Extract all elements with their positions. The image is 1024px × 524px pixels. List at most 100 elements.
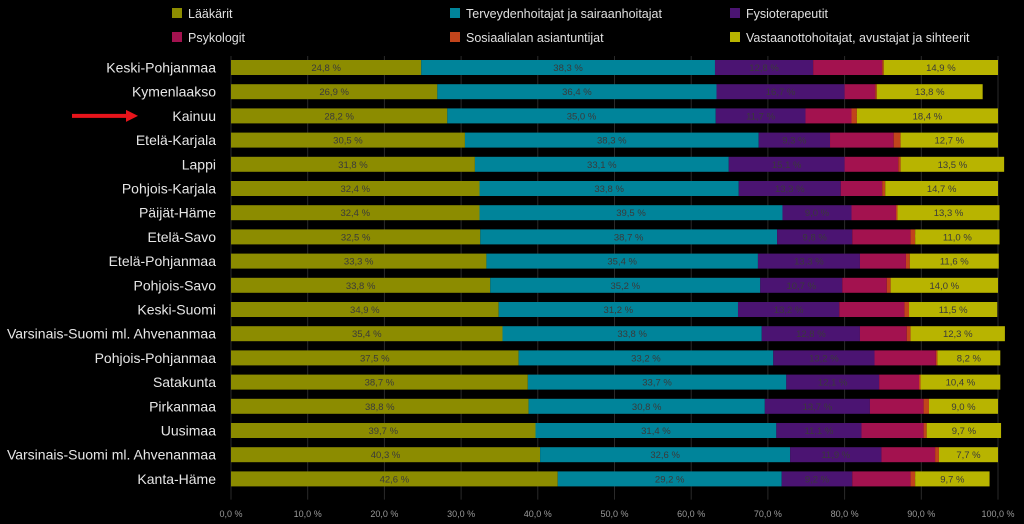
bar-segment-terveydenhoitajat-ja-sairaanhoitajat	[490, 277, 761, 293]
bar-segment-terveydenhoitajat-ja-sairaanhoitajat	[535, 423, 777, 438]
bar-segment-terveydenhoitajat-ja-sairaanhoitajat	[479, 205, 783, 221]
bar-segment-fysioterapeutit	[716, 84, 845, 100]
x-axis-ticks: 0,0 % 10,0 % 20,0 % 30,0 % 40,0 % 50,0 % 60,0 …	[219, 509, 1014, 519]
category-label: Keski-Suomi	[137, 302, 216, 318]
category-label: Uusimaa	[161, 423, 216, 439]
bar-segment-psykologit	[879, 374, 919, 390]
bar-segment-lääkärit	[231, 181, 480, 196]
bar-segment-psykologit	[840, 181, 883, 196]
bar-segment-sosiaalialan-asiantuntijat	[875, 84, 877, 100]
bar-segment-psykologit	[844, 84, 876, 100]
legend-label-lääkärit: Lääkärit	[188, 7, 233, 21]
bar-segment-sosiaalialan-asiantuntijat	[898, 156, 901, 172]
data-label: 32,4 %	[340, 208, 370, 219]
bar-segment-vastaanottohoitajat-avustajat-ja-sihteerit	[937, 350, 1001, 366]
data-label: 24,8 %	[311, 63, 341, 74]
data-label: 13,3 %	[794, 257, 824, 268]
bar-segment-vastaanottohoitajat-avustajat-ja-sihteerit	[938, 447, 998, 463]
bar-segment-fysioterapeutit	[764, 398, 870, 414]
data-label: 35,4 %	[352, 329, 382, 340]
data-label: 14,9 %	[926, 63, 956, 74]
bar-segment-fysioterapeutit	[715, 108, 806, 124]
category-label: Päijät-Häme	[139, 205, 216, 221]
bar-segment-terveydenhoitajat-ja-sairaanhoitajat	[437, 84, 717, 100]
bar-segment-fysioterapeutit	[757, 253, 860, 269]
bar-segment-sosiaalialan-asiantuntijat	[895, 205, 898, 221]
data-label: 16,7 %	[766, 87, 796, 98]
data-label: 26,9 %	[319, 87, 349, 98]
x-tick-label: 80,0 %	[831, 509, 859, 519]
bar-segment-fysioterapeutit	[728, 156, 845, 172]
data-label: 11,9 %	[821, 450, 850, 461]
bar-segment-lääkärit	[231, 84, 438, 100]
highlight-marker	[72, 109, 138, 122]
bar-segment-psykologit	[813, 60, 883, 75]
category-label: Etelä-Pohjanmaa	[109, 253, 217, 269]
bar-segment-lääkärit	[231, 253, 487, 269]
bar-segment-psykologit	[852, 471, 911, 487]
bar-segment-vastaanottohoitajat-avustajat-ja-sihteerit	[920, 374, 1001, 390]
data-label: 29,2 %	[655, 474, 685, 485]
red-arrow-head-icon	[126, 109, 138, 122]
bar-segment-sosiaalialan-asiantuntijat	[923, 423, 927, 438]
bar-segment-terveydenhoitajat-ja-sairaanhoitajat	[498, 302, 738, 317]
data-label: 11,1 %	[804, 426, 833, 437]
bar-segment-lääkärit	[231, 398, 529, 414]
data-label: 31,8 %	[338, 160, 368, 171]
data-label: 13,2 %	[809, 353, 839, 364]
data-label: 33,8 %	[617, 329, 647, 340]
x-tick-label: 70,0 %	[754, 509, 782, 519]
bar-segment-psykologit	[861, 423, 924, 438]
bar-segment-lääkärit	[231, 277, 491, 293]
bar-segment-sosiaalialan-asiantuntijat	[893, 132, 901, 148]
bar-segment-sosiaalialan-asiantuntijat	[851, 108, 857, 124]
bar-segment-fysioterapeutit	[781, 471, 853, 487]
bar-segment-psykologit	[852, 229, 911, 245]
bar-segment-terveydenhoitajat-ja-sairaanhoitajat	[447, 108, 716, 124]
category-label: Kymenlaakso	[132, 84, 216, 100]
bar-segment-vastaanottohoitajat-avustajat-ja-sihteerit	[900, 156, 1005, 172]
x-tick-label: 30,0 %	[447, 509, 475, 519]
bar-segment-fysioterapeutit	[777, 229, 853, 245]
data-label: 9,7 %	[940, 474, 965, 485]
bar-segment-vastaanottohoitajat-avustajat-ja-sihteerit	[909, 302, 998, 317]
legend-label-sosiaalialan-asiantuntijat: Sosiaalialan asiantuntijat	[466, 31, 604, 45]
bar-segment-vastaanottohoitajat-avustajat-ja-sihteerit	[926, 423, 1002, 438]
category-label: Varsinais-Suomi ml. Ahvenanmaa	[7, 447, 216, 463]
bar-segment-sosiaalialan-asiantuntijat	[910, 229, 916, 245]
data-label: 9,0 %	[805, 208, 830, 219]
data-label: 36,4 %	[562, 87, 592, 98]
data-label: 10,7 %	[786, 281, 816, 292]
legend: Lääkärit Terveydenhoitajat ja sairaanhoit…	[172, 7, 970, 45]
data-label: 13,8 %	[915, 87, 945, 98]
bar-segment-fysioterapeutit	[761, 326, 860, 342]
data-label: 14,7 %	[927, 184, 957, 195]
bar-segment-psykologit	[851, 205, 896, 221]
data-label: 33,8 %	[594, 184, 624, 195]
bar-segment-terveydenhoitajat-ja-sairaanhoitajat	[528, 398, 765, 414]
data-label: 38,8 %	[365, 402, 395, 413]
data-label: 9,2 %	[805, 474, 830, 485]
bar-segment-fysioterapeutit	[786, 374, 880, 390]
category-label: Pohjois-Pohjanmaa	[95, 350, 217, 366]
bar-segment-sosiaalialan-asiantuntijat	[905, 253, 910, 269]
data-label: 12,8 %	[749, 63, 779, 74]
data-label: 30,5 %	[333, 136, 363, 147]
category-label: Keski-Pohjanmaa	[106, 60, 216, 76]
data-label: 10,4 %	[946, 378, 976, 389]
data-label: 11,7 %	[746, 111, 775, 122]
bar-segment-vastaanottohoitajat-avustajat-ja-sihteerit	[856, 108, 998, 124]
data-label: 32,4 %	[340, 184, 370, 195]
legend-swatch-terveydenhoitajat-ja-sairaanhoitajat	[450, 8, 460, 18]
bar-segment-vastaanottohoitajat-avustajat-ja-sihteerit	[883, 60, 998, 75]
bar-segment-fysioterapeutit	[760, 277, 843, 293]
category-label: Satakunta	[153, 374, 216, 390]
data-label: 15,1 %	[772, 160, 802, 171]
bar-segment-terveydenhoitajat-ja-sairaanhoitajat	[502, 326, 762, 342]
bar-segment-psykologit	[830, 132, 894, 148]
bar-segment-lääkärit	[231, 302, 499, 317]
bar-segment-sosiaalialan-asiantuntijat	[935, 447, 939, 463]
data-label: 13,3 %	[775, 184, 805, 195]
bar-segment-terveydenhoitajat-ja-sairaanhoitajat	[540, 447, 791, 463]
